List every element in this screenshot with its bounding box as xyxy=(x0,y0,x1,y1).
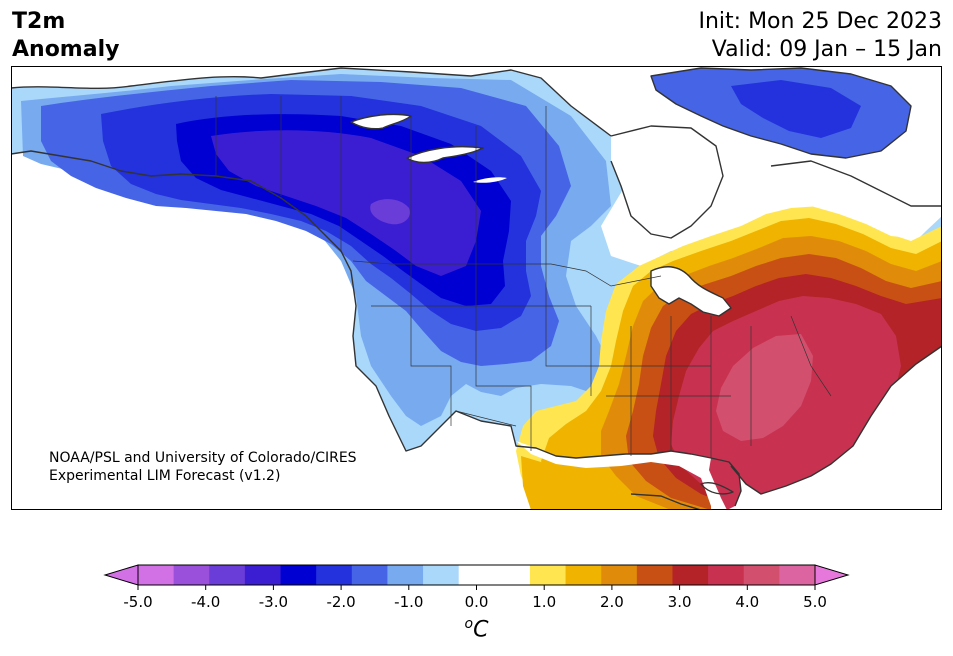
hudson-bay xyxy=(611,126,723,238)
colorbar-cell xyxy=(173,565,210,585)
lake-athabasca xyxy=(473,177,507,183)
labrador xyxy=(771,161,942,238)
colorbar-cell xyxy=(138,565,175,585)
unit-letter: C xyxy=(473,617,489,643)
colorbar-cell xyxy=(458,565,495,585)
zone-minus-5 xyxy=(211,130,481,276)
zone-plus-7 xyxy=(716,334,813,441)
colorbar-cells xyxy=(103,564,850,586)
mexico-region xyxy=(521,456,581,510)
arctic-islands-core xyxy=(731,80,861,138)
colorbar-tick-label: 4.0 xyxy=(735,593,759,611)
colorbar-tick-label: 0.0 xyxy=(465,593,489,611)
colorbar-cell xyxy=(529,565,567,585)
colorbar-tick-label: 2.0 xyxy=(600,593,624,611)
colorbar-cell xyxy=(423,565,460,585)
valid-range: Valid: 09 Jan – 15 Jan xyxy=(711,37,942,62)
colorbar-tick-label: -1.0 xyxy=(394,593,423,611)
colorbar-cell xyxy=(601,565,638,585)
credit-line-1: NOAA/PSL and University of Colorado/CIRE… xyxy=(49,450,357,466)
colorbar-ticks: -5.0 -4.0 -3.0 -2.0 -1.0 0.0 1.0 2.0 3.0 4.0 5.0 xyxy=(123,585,827,611)
credit-line-2: Experimental LIM Forecast (v1.2) xyxy=(49,468,281,484)
florida xyxy=(709,458,741,510)
great-lakes xyxy=(651,266,731,316)
coastlines xyxy=(11,67,942,510)
map-frame xyxy=(11,66,942,510)
unit-degree: o xyxy=(464,616,474,632)
colorbar-cell xyxy=(779,565,816,585)
ocean-gulf-atlantic xyxy=(516,346,942,510)
colorbar-cell xyxy=(209,565,246,585)
colorbar-cell xyxy=(743,565,780,585)
anomaly-map xyxy=(11,66,942,510)
date-info: Init: Mon 25 Dec 2023 Valid: 09 Jan – 15… xyxy=(699,8,943,64)
colorbar-under-arrow xyxy=(103,564,139,586)
colorbar-cell xyxy=(387,565,424,585)
anomaly-label: Anomaly xyxy=(12,37,120,62)
colorbar-tick-label: -2.0 xyxy=(326,593,355,611)
credit: NOAA/PSL and University of Colorado/CIRE… xyxy=(49,449,357,485)
colorbar-tick-label: -4.0 xyxy=(191,593,220,611)
colorbar-cell xyxy=(672,565,709,585)
colorbar-cell xyxy=(351,565,388,585)
zone-minus-6 xyxy=(370,199,410,225)
colorbar-cell xyxy=(494,565,531,585)
unit-label: oC xyxy=(0,616,953,642)
map-title: T2m Anomaly xyxy=(12,8,119,64)
colorbar-over-arrow xyxy=(814,564,850,586)
colorbar: -5.0 -4.0 -3.0 -2.0 -1.0 0.0 1.0 2.0 3.0 4.0 5.0 xyxy=(103,564,850,611)
init-date: Init: Mon 25 Dec 2023 xyxy=(698,9,943,34)
colorbar-tick-label: -5.0 xyxy=(123,593,152,611)
colorbar-cell xyxy=(280,565,317,585)
colorbar-tick-label: 3.0 xyxy=(668,593,692,611)
colorbar-cell xyxy=(708,565,745,585)
colorbar-tick-label: 1.0 xyxy=(532,593,556,611)
colorbar-tick-label: -3.0 xyxy=(259,593,288,611)
colorbar-cell xyxy=(636,565,673,585)
colorbar-cell xyxy=(565,565,602,585)
political-boundaries xyxy=(215,96,832,458)
colorbar-tick-label: 5.0 xyxy=(803,593,827,611)
lake-great-slave xyxy=(407,146,483,163)
colorbar-cell xyxy=(244,565,282,585)
variable-label: T2m xyxy=(12,9,66,34)
colorbar-cell xyxy=(316,565,353,585)
